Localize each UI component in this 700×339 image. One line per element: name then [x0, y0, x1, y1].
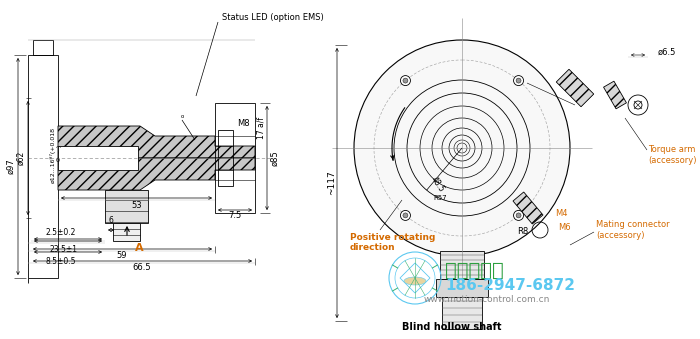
Bar — [442, 297, 482, 329]
Text: A: A — [135, 243, 143, 253]
Bar — [113, 223, 140, 241]
Text: 8.5±0.5: 8.5±0.5 — [46, 257, 76, 266]
Text: 17 a/f: 17 a/f — [256, 117, 265, 139]
Text: R8: R8 — [517, 227, 528, 237]
Bar — [513, 192, 543, 224]
Polygon shape — [58, 158, 255, 190]
Text: 23.5±1: 23.5±1 — [50, 245, 78, 254]
Text: ø6.5: ø6.5 — [658, 47, 676, 57]
Bar — [436, 279, 488, 297]
Text: 7.5: 7.5 — [228, 211, 242, 219]
Circle shape — [403, 213, 408, 218]
Text: R57: R57 — [433, 195, 447, 201]
Text: 186-2947-6872: 186-2947-6872 — [445, 279, 575, 294]
Text: 53: 53 — [131, 200, 142, 210]
Text: ~117: ~117 — [328, 171, 337, 195]
Text: Status LED (option EMS): Status LED (option EMS) — [222, 14, 323, 22]
Bar — [28, 55, 58, 278]
Text: o: o — [181, 114, 183, 119]
Bar — [105, 190, 148, 223]
Text: 西安德伍拓: 西安德伍拓 — [445, 260, 504, 279]
Bar — [33, 40, 53, 55]
Bar — [440, 251, 484, 279]
Text: Positive rotating
direction: Positive rotating direction — [350, 233, 435, 253]
Bar — [556, 69, 594, 107]
Text: ø12...16ᴴ⁷(+0.018
           0     ): ø12...16ᴴ⁷(+0.018 0 ) — [50, 127, 62, 183]
Text: M4: M4 — [555, 208, 568, 218]
Ellipse shape — [404, 277, 426, 285]
Text: Mating connector
(accessory): Mating connector (accessory) — [596, 220, 670, 240]
Text: www.motion-control.com.cn: www.motion-control.com.cn — [424, 296, 550, 304]
Circle shape — [354, 40, 570, 256]
Text: 6: 6 — [108, 216, 113, 225]
Polygon shape — [58, 126, 255, 158]
Text: 59: 59 — [116, 251, 127, 259]
Text: ø97: ø97 — [6, 159, 15, 174]
Text: 66.5: 66.5 — [132, 263, 150, 273]
Circle shape — [516, 78, 521, 83]
Text: M6: M6 — [558, 223, 570, 233]
Bar — [218, 130, 233, 186]
Text: M8: M8 — [237, 119, 250, 127]
Circle shape — [400, 76, 410, 85]
Circle shape — [514, 211, 524, 220]
Bar — [58, 146, 138, 170]
Text: Torque arm
(accessory): Torque arm (accessory) — [648, 145, 696, 165]
Text: Blind hollow shaft: Blind hollow shaft — [402, 322, 502, 332]
Circle shape — [400, 211, 410, 220]
Text: 2.5±0.2: 2.5±0.2 — [46, 228, 76, 237]
Bar — [215, 103, 255, 213]
Text: 48.5: 48.5 — [428, 175, 446, 194]
Circle shape — [516, 213, 521, 218]
Text: ø62: ø62 — [17, 151, 25, 165]
Circle shape — [514, 76, 524, 85]
Bar — [603, 81, 626, 109]
Circle shape — [403, 78, 408, 83]
Text: ø85: ø85 — [270, 150, 279, 166]
